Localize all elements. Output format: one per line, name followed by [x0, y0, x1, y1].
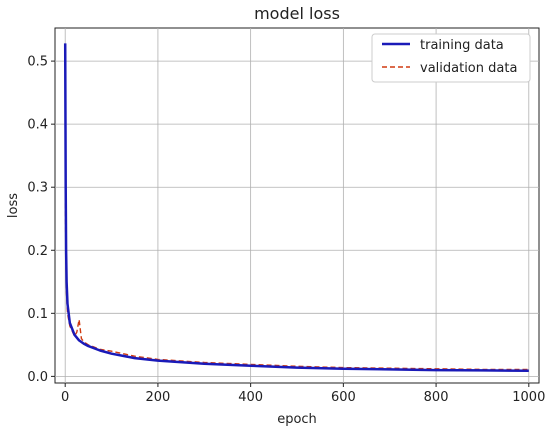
y-tick-label: 0.0 — [27, 370, 48, 385]
x-tick-label: 600 — [331, 390, 356, 405]
legend-label-validation: validation data — [420, 61, 517, 76]
x-tick-label: 200 — [146, 390, 171, 405]
y-axis-title: loss — [6, 193, 21, 218]
legend: training data validation data — [371, 33, 531, 83]
series-training-line — [63, 43, 529, 372]
x-tick-label: 1000 — [512, 390, 545, 405]
chart-title: model loss — [254, 4, 340, 23]
y-tick-label: 0.4 — [27, 118, 48, 133]
ticks: 0 200 400 600 800 1000 0.0 0.1 0.2 0.3 0.4 0.5 — [27, 55, 545, 405]
y-tick-label: 0.2 — [27, 244, 48, 259]
y-tick-label: 0.3 — [27, 181, 48, 196]
series-layer — [63, 43, 529, 372]
x-tick-label: 0 — [61, 390, 69, 405]
y-tick-label: 0.5 — [27, 55, 48, 70]
series-validation-line — [64, 187, 529, 371]
x-axis-title: epoch — [277, 412, 317, 427]
y-tick-label: 0.1 — [27, 307, 48, 322]
x-tick-label: 400 — [238, 390, 263, 405]
legend-label-training: training data — [420, 38, 504, 53]
legend-box — [371, 33, 531, 83]
x-tick-label: 800 — [424, 390, 449, 405]
plot-frame — [54, 27, 540, 384]
